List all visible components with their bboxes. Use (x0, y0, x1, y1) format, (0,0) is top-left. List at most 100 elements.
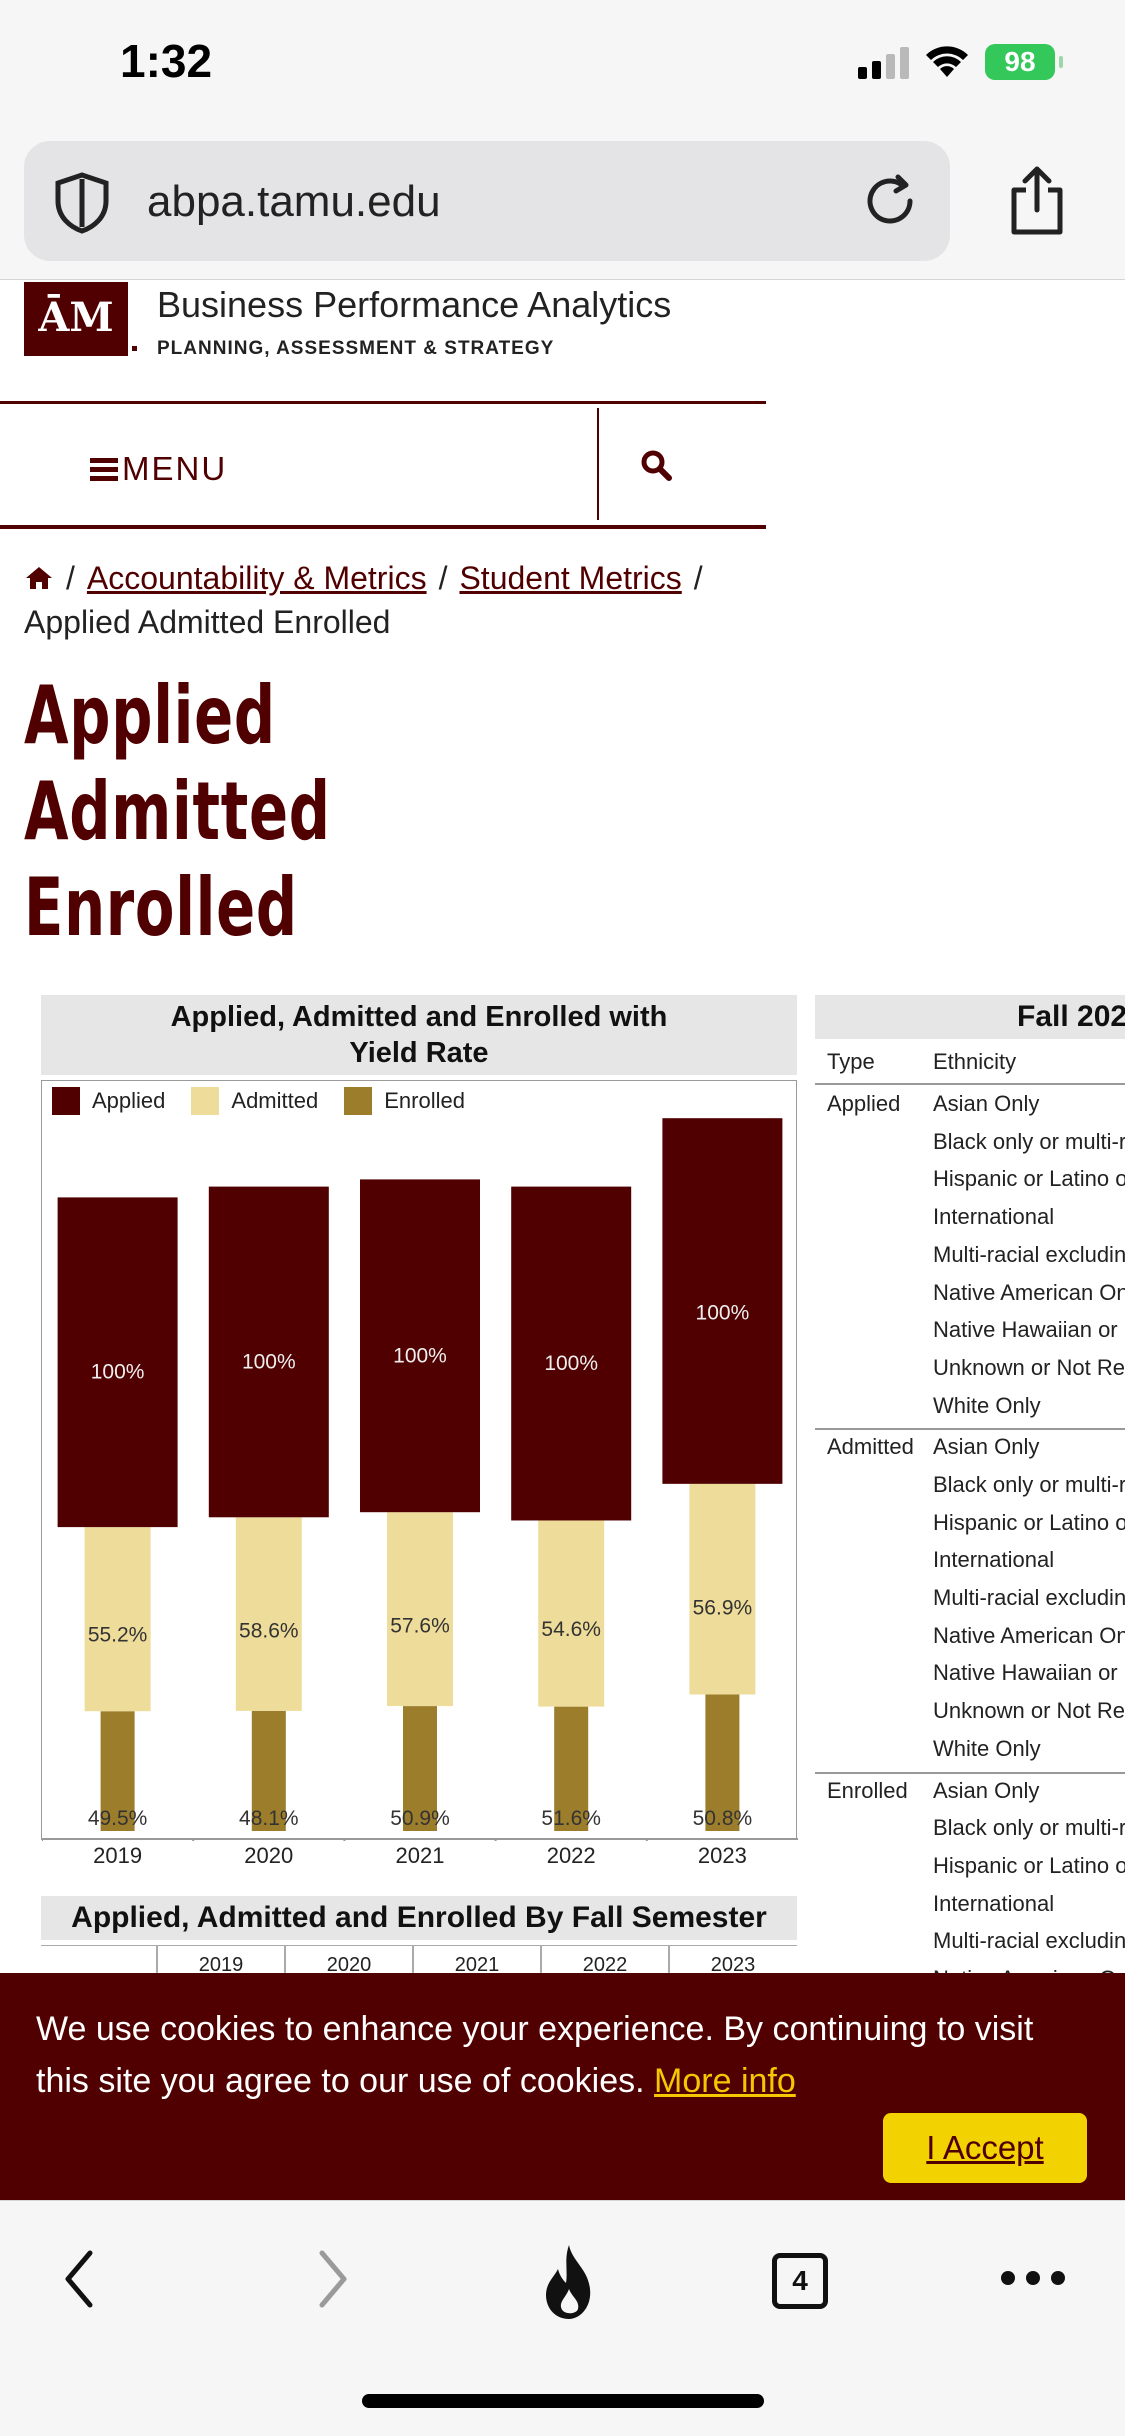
back-icon[interactable] (60, 2243, 100, 2315)
ethnicity-row: Multi-racial excludin (933, 1928, 1125, 1954)
bar-applied-2019 (57, 1197, 178, 1528)
share-icon[interactable] (1004, 164, 1070, 236)
bar-applied-2020 (208, 1186, 329, 1518)
ethnicity-row: Asian Only (933, 1777, 1040, 1803)
ethnicity-row: Hispanic or Latino o (933, 1852, 1125, 1878)
bar-enrolled-2019 (100, 1711, 135, 1831)
address-bar[interactable]: abpa.tamu.edu (24, 141, 950, 261)
tabs-button[interactable]: 4 (772, 2253, 828, 2309)
bar-admitted-2020 (235, 1517, 302, 1711)
header-ethnicity: Ethnicity (933, 1049, 1017, 1074)
bar-admitted-2023 (689, 1483, 756, 1695)
ethnicity-row: Unknown or Not Re (933, 1698, 1125, 1724)
bar-admitted-2019 (84, 1527, 151, 1712)
ethnicity-row: Hispanic or Latino o (933, 1509, 1125, 1535)
label-applied-2020: 100% (242, 1350, 296, 1373)
site-title[interactable]: Business Performance Analytics (157, 284, 672, 325)
ethnicity-row: Native American On (933, 1279, 1125, 1305)
label-enrolled-2021: 50.9% (390, 1807, 450, 1830)
home-indicator (362, 2394, 764, 2408)
ethnicity-row: Multi-racial excludin (933, 1241, 1125, 1267)
bar-applied-2021 (360, 1179, 480, 1513)
url-text[interactable]: abpa.tamu.edu (147, 177, 441, 226)
wifi-icon (926, 46, 968, 77)
fall-semester-table-title: Applied, Admitted and Enrolled By Fall S… (41, 1896, 797, 1940)
bar-enrolled-2021 (403, 1706, 437, 1831)
ethnicity-row: International (933, 1204, 1055, 1230)
ethnicity-row: Native American On (933, 1622, 1125, 1648)
cookie-banner: We use cookies to enhance your experienc… (0, 1973, 1125, 2200)
label-enrolled-2020: 48.1% (239, 1807, 299, 1830)
year-column-2023: 2023 (668, 1946, 796, 1976)
status-icons: 98 (858, 44, 1063, 80)
breadcrumb-accountability[interactable]: Accountability & Metrics (86, 560, 427, 596)
menu-button[interactable]: MENU (90, 450, 227, 488)
label-admitted-2020: 58.6% (239, 1619, 299, 1642)
label-applied-2021: 100% (393, 1344, 447, 1367)
home-icon[interactable] (24, 565, 54, 591)
ethnicity-table-title: Fall 202 (815, 995, 1125, 1039)
ethnicity-row: Native Hawaiian or I (933, 1317, 1125, 1343)
flame-icon[interactable] (536, 2243, 602, 2323)
bar-applied-2022 (511, 1186, 632, 1521)
chart-title: Applied, Admitted and Enrolled with Yiel… (41, 995, 797, 1075)
site-nav: MENU (0, 401, 766, 529)
ethnicity-row: Asian Only (933, 1091, 1040, 1116)
legend-enrolled[interactable]: Enrolled (344, 1087, 465, 1115)
year-column-2019: 2019 (156, 1946, 284, 1976)
legend-swatch-enrolled (344, 1087, 373, 1115)
more-icon[interactable] (998, 2267, 1068, 2289)
status-time: 1:32 (120, 35, 213, 87)
ethnicity-row: International (933, 1890, 1055, 1916)
legend-applied[interactable]: Applied (52, 1087, 165, 1115)
ethnicity-row: Native Hawaiian or I (933, 1660, 1125, 1686)
search-icon[interactable] (640, 449, 672, 481)
bar-admitted-2021 (387, 1512, 453, 1707)
breadcrumb-current: Applied Admitted Enrolled (24, 604, 391, 640)
breadcrumb: / Accountability & Metrics / Student Metric… (24, 556, 744, 644)
label-applied-2023: 100% (696, 1301, 750, 1324)
logo-dot (132, 346, 137, 351)
x-tick-label-2020: 2020 (244, 1843, 294, 1868)
year-column-2021: 2021 (412, 1946, 540, 1976)
cookie-message: We use cookies to enhance your experienc… (36, 2003, 1076, 2107)
breadcrumb-separator: / (66, 560, 75, 596)
chart-frame: Applied Admitted Enrolled 100% 55.2% 49.5%… (41, 1080, 798, 1868)
page-title: Applied Admitted Enrolled (24, 669, 331, 954)
breadcrumb-student-metrics[interactable]: Student Metrics (459, 560, 682, 596)
label-admitted-2022: 54.6% (541, 1618, 601, 1641)
accept-cookies-button[interactable]: I Accept (883, 2113, 1087, 2183)
label-admitted-2023: 56.9% (693, 1596, 753, 1619)
label-applied-2019: 100% (91, 1361, 145, 1384)
breadcrumb-separator: / (438, 560, 448, 596)
bar-enrolled-2022 (554, 1706, 589, 1831)
cookie-text: We use cookies to enhance your experienc… (36, 2010, 1034, 2100)
forward-icon[interactable] (312, 2243, 352, 2315)
ethnicity-row: White Only (933, 1735, 1041, 1761)
legend-admitted[interactable]: Admitted (191, 1087, 318, 1115)
shield-icon[interactable] (50, 171, 114, 235)
label-enrolled-2022: 51.6% (541, 1807, 601, 1830)
cookie-more-info-link[interactable]: More info (654, 2062, 796, 2100)
legend-label-enrolled: Enrolled (384, 1088, 465, 1113)
legend-swatch-admitted (191, 1087, 220, 1115)
fall-semester-table-header: 2019 2020 2021 2022 2023 (41, 1945, 797, 1976)
hamburger-icon (90, 458, 118, 481)
chart-legend: Applied Admitted Enrolled (52, 1087, 465, 1115)
ethnicity-group-admitted: Admitted Asian Only Black only or multi-r H… (815, 1430, 1125, 1774)
reload-icon[interactable] (858, 169, 922, 233)
header-type: Type (827, 1049, 875, 1074)
ethnicity-row: Hispanic or Latino o (933, 1166, 1125, 1192)
ethnicity-row: Black only or multi-r (933, 1815, 1125, 1841)
chart-title-text: Applied, Admitted and Enrolled with Yiel… (170, 1001, 668, 1069)
label-enrolled-2023: 50.8% (693, 1807, 753, 1830)
ethnicity-row: Asian Only (933, 1434, 1040, 1460)
x-tick-label-2019: 2019 (93, 1843, 143, 1868)
tamu-logo[interactable]: ĀM (24, 282, 128, 356)
yield-chart: 100% 55.2% 49.5% 100% 58.6% 48.1% 100% 57.6% 50.… (42, 1118, 798, 1841)
bar-applied-2023 (662, 1118, 783, 1484)
ethnicity-group-type: Admitted (827, 1434, 914, 1460)
label-admitted-2019: 55.2% (88, 1623, 148, 1646)
year-column-2020: 2020 (284, 1946, 412, 1976)
ethnicity-group-applied: Applied Asian Only Black only or multi-r Hi… (815, 1087, 1125, 1431)
